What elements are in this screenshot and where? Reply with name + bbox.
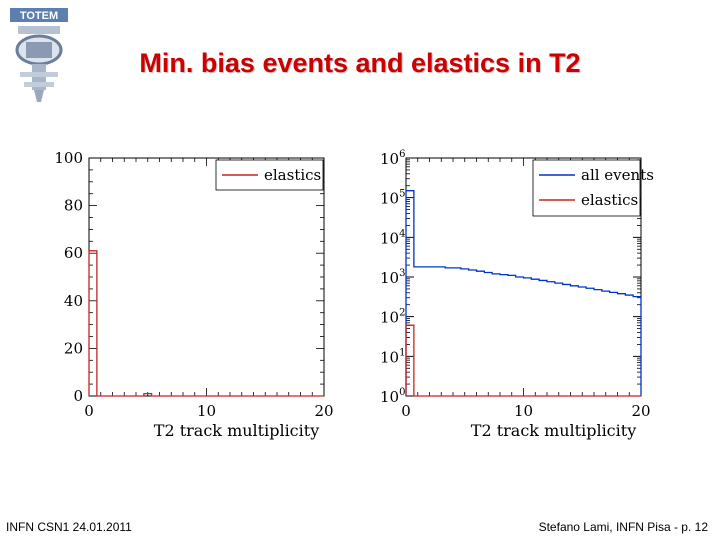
y-tick-label: 104 <box>380 228 405 247</box>
x-tick-label: 10 <box>514 402 533 420</box>
footer-left: INFN CSN1 24.01.2011 <box>6 520 132 534</box>
y-tick-label: 101 <box>380 347 405 366</box>
y-tick-label: 40 <box>64 292 83 310</box>
totem-logo: TOTEM <box>8 6 72 109</box>
footer-right: Stefano Lami, INFN Pisa - p. 12 <box>538 520 708 534</box>
x-tick-label: 0 <box>84 402 94 420</box>
logo-banner <box>10 8 68 22</box>
y-tick-label: 0 <box>73 387 83 405</box>
histogram-elastics <box>88 250 324 397</box>
x-tick-label: 20 <box>631 402 650 420</box>
histogram-all-events <box>405 190 642 396</box>
logo-base <box>34 90 44 102</box>
y-tick-label: 105 <box>380 189 405 208</box>
y-tick-label: 106 <box>380 149 405 168</box>
slide-title: Min. bias events and elastics in T2 <box>139 48 581 78</box>
x-axis-label: T2 track multiplicity <box>154 421 319 440</box>
y-tick-label: 20 <box>64 339 83 357</box>
y-tick-label: 102 <box>380 308 405 327</box>
y-tick-label: 60 <box>64 244 83 262</box>
totem-logo-graphic: TOTEM <box>10 8 68 102</box>
legend-label: elastics <box>581 191 638 209</box>
legend-label: elastics <box>264 166 321 184</box>
chart-right-log: 0 10 20 100 101 102 103 104 105 106 T2 track multi… <box>380 149 654 440</box>
chart-left-linear: 0 10 20 0 20 40 60 80 100 T2 track multiplicity el… <box>54 149 333 440</box>
legend-label: all events <box>581 166 654 184</box>
logo-core <box>26 42 52 58</box>
logo-arm-2 <box>24 82 54 87</box>
logo-text: TOTEM <box>20 10 58 22</box>
logo-bar-top <box>18 26 60 34</box>
legend-box <box>215 159 324 191</box>
y-tick-label: 80 <box>64 197 83 215</box>
plot-frame <box>88 157 325 397</box>
legend-box <box>532 159 641 217</box>
x-tick-label: 0 <box>401 402 411 420</box>
y-tick-label: 100 <box>380 387 405 406</box>
y-tick-label: 103 <box>380 268 405 287</box>
logo-arm-1 <box>20 72 58 77</box>
x-axis-label: T2 track multiplicity <box>471 421 636 440</box>
x-tick-label: 10 <box>197 402 216 420</box>
x-tick-label: 20 <box>314 402 333 420</box>
y-tick-label: 100 <box>54 149 83 167</box>
histogram-elastics <box>405 324 641 397</box>
